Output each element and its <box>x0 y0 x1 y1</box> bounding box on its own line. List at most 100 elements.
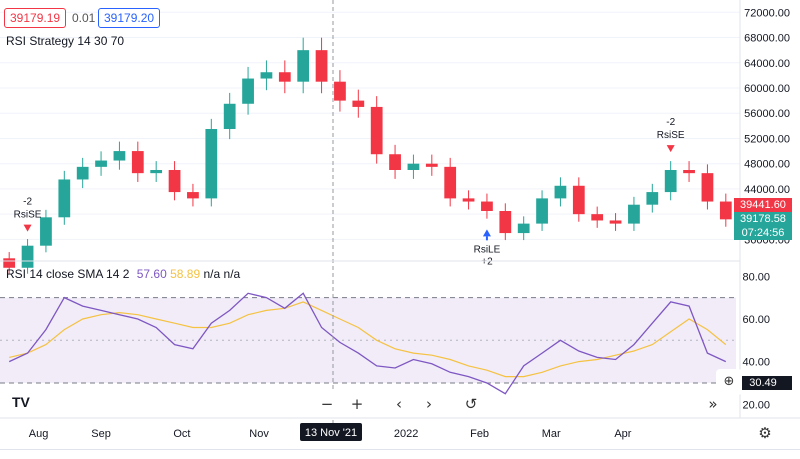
price-tick-label[interactable]: 48000.00 <box>744 159 790 171</box>
candle-body <box>40 217 52 246</box>
candle-body <box>131 151 144 174</box>
candle-body <box>352 100 365 107</box>
zoom-in-button[interactable]: + <box>344 391 370 417</box>
candle-body <box>719 201 732 220</box>
candle-body <box>554 185 567 199</box>
add-alert-button[interactable]: ⊕ <box>716 369 742 395</box>
scroll-right-button[interactable]: › <box>416 391 442 417</box>
candle-body <box>297 50 310 82</box>
candle-body <box>425 163 438 167</box>
short-signal-arrow <box>666 145 675 153</box>
signal-name: RsiLE <box>474 244 501 255</box>
time-axis[interactable]: AugSepOctNovDec2022FebMarApr13 Nov '21 <box>29 423 632 441</box>
signal-qty: -2 <box>23 197 32 208</box>
time-tick-label[interactable]: Oct <box>173 428 190 440</box>
grid-lines <box>0 11 740 240</box>
candle-body <box>223 103 236 129</box>
rsi-current-tag: 30.49 <box>734 376 792 390</box>
candle-body <box>187 192 199 199</box>
reset-chart-button[interactable]: ↺ <box>458 391 484 417</box>
rsi-tick-label[interactable]: 60.00 <box>742 314 770 326</box>
time-tick-label[interactable]: Aug <box>29 428 49 440</box>
candle-body <box>370 106 383 155</box>
candle-body <box>646 192 659 205</box>
scroll-left-button[interactable]: ‹ <box>386 391 412 417</box>
rsi-line <box>8 292 727 395</box>
candle-body <box>572 185 585 215</box>
price-tick-label[interactable]: 60000.00 <box>744 83 790 95</box>
rsi-axis[interactable]: 80.00 60.00 40.00 20.00 <box>742 271 770 411</box>
candle-body <box>664 170 677 193</box>
time-tick-label[interactable]: Mar <box>542 428 561 440</box>
candle-body <box>499 211 512 234</box>
short-signal-arrow <box>23 224 32 232</box>
zoom-out-button[interactable]: − <box>314 391 340 417</box>
candle-body <box>444 166 457 199</box>
rsi-legend[interactable]: RSI 14 close SMA 14 2 57.60 58.89 n/a n/… <box>6 265 240 283</box>
signal-name: RsiSE <box>14 210 42 221</box>
candle-body <box>628 204 640 224</box>
signal-qty: -2 <box>666 117 675 128</box>
rsi-legend-na: n/a n/a <box>203 267 241 281</box>
countdown-tag: 07:24:56 <box>734 226 792 240</box>
scroll-to-realtime-button[interactable]: » <box>700 391 726 417</box>
candle-body <box>278 72 291 82</box>
rsi-tick-label[interactable]: 40.00 <box>742 357 770 369</box>
candle-body <box>334 81 346 101</box>
ask-price-box[interactable]: 39179.20 <box>98 8 161 28</box>
strategy-label[interactable]: RSI Strategy 14 30 70 <box>6 34 125 48</box>
candle-body <box>462 198 475 202</box>
rsi-sma-value: 58.89 <box>170 267 201 281</box>
signal-qty: +2 <box>481 256 493 267</box>
crosshair-date-box <box>300 423 362 441</box>
time-tick-label[interactable]: Sep <box>91 428 111 440</box>
candle-body <box>389 154 401 170</box>
candle-body <box>242 78 254 104</box>
candle-body <box>481 201 493 211</box>
price-tick-label[interactable]: 64000.00 <box>744 58 790 70</box>
candle-body <box>407 163 420 170</box>
last-price-tag: 39441.60 <box>734 198 792 212</box>
price-tick-label[interactable]: 68000.00 <box>744 33 790 45</box>
candle-body <box>536 198 548 224</box>
time-tick-label[interactable]: Apr <box>614 428 631 440</box>
crosshair-date-label: 13 Nov '21 <box>305 427 357 439</box>
signal-name: RsiSE <box>657 130 685 141</box>
price-tick-label[interactable]: 52000.00 <box>744 133 790 145</box>
candle-body <box>683 170 695 174</box>
bid-price-box[interactable]: 39179.19 <box>4 8 67 28</box>
time-tick-label[interactable]: Feb <box>470 428 489 440</box>
current-price-tag: 39178.58 <box>734 212 792 226</box>
rsi-sma-line <box>9 301 727 378</box>
time-tick-label[interactable]: Nov <box>249 428 269 440</box>
candle-body <box>168 170 181 193</box>
candle-body <box>76 166 89 180</box>
candle-body <box>150 170 163 174</box>
candle-body <box>701 173 714 202</box>
price-tick-label[interactable]: 72000.00 <box>744 7 790 19</box>
price-tick-label[interactable]: 44000.00 <box>744 184 790 196</box>
signal-markers: -2 RsiSE -2 RsiSE RsiLE+2 <box>14 117 685 267</box>
candle-body <box>113 151 126 161</box>
rsi-legend-value: 57.60 <box>136 267 167 281</box>
rsi-tick-label[interactable]: 80.00 <box>742 271 770 283</box>
rsi-tick-label[interactable]: 20.00 <box>742 399 770 411</box>
time-tick-label[interactable]: 2022 <box>394 428 418 440</box>
candle-body <box>260 72 273 79</box>
candle-body <box>591 214 604 221</box>
tradingview-logo: TV <box>12 394 30 410</box>
candle-body <box>58 179 71 218</box>
spread-value: 0.01 <box>72 11 96 25</box>
chart-settings-icon[interactable]: ⚙ <box>752 420 778 446</box>
long-signal-arrow <box>482 229 491 237</box>
price-tick-label[interactable]: 56000.00 <box>744 108 790 120</box>
candle-body <box>315 50 328 82</box>
candle-series <box>3 37 732 274</box>
candle-body <box>517 223 530 234</box>
candle-body <box>3 258 16 268</box>
candle-body <box>21 245 34 268</box>
rsi-legend-name: RSI 14 close SMA 14 2 <box>6 267 130 281</box>
candle-body <box>95 160 107 167</box>
rsi-lines <box>8 292 727 395</box>
